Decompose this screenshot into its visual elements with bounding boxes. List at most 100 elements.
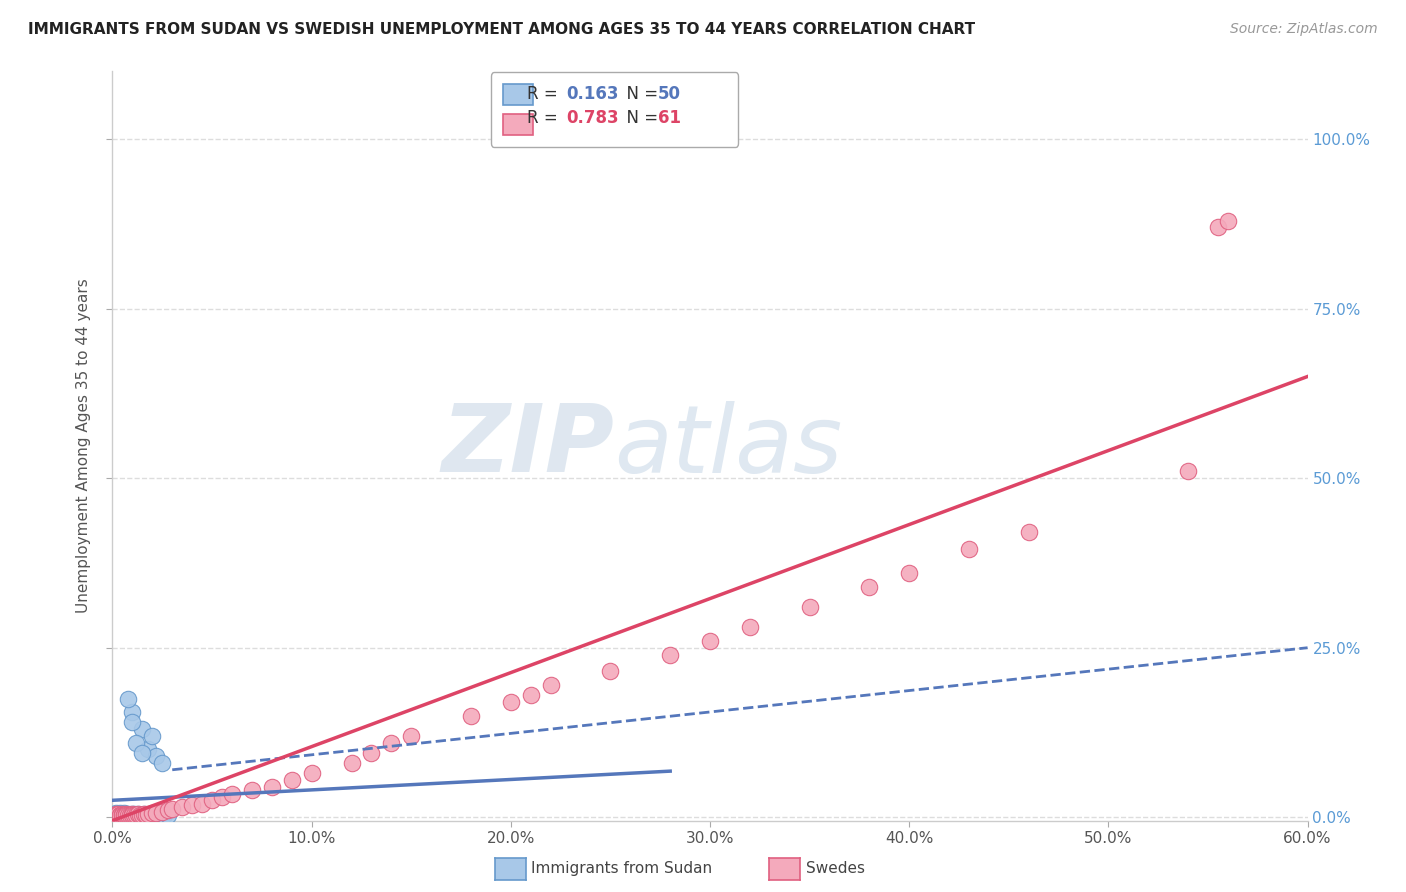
Point [124,806,146,821]
Text: N =: N = [616,85,664,103]
Point [120,808,142,822]
Point [1216,213,1239,227]
Point [103,808,125,822]
Point [121,808,143,822]
Point [105,807,128,822]
Point [105,807,128,822]
Text: atlas: atlas [614,401,842,491]
Point [499,695,522,709]
Point [1018,525,1040,540]
Point [141,729,163,743]
Point [114,806,135,821]
Point [799,600,821,615]
Point [150,805,173,819]
Point [201,793,224,807]
Point [138,806,160,821]
Text: R =: R = [527,109,564,127]
Point [260,780,283,794]
Point [898,566,921,581]
Point [134,806,156,821]
Y-axis label: Unemployment Among Ages 35 to 44 years: Unemployment Among Ages 35 to 44 years [76,278,91,614]
Point [150,756,173,770]
Point [172,800,194,814]
Point [957,542,980,557]
Point [134,806,156,821]
Point [143,807,166,822]
Text: Swedes: Swedes [806,862,865,876]
Point [360,746,382,760]
Point [105,805,128,820]
Text: IMMIGRANTS FROM SUDAN VS SWEDISH UNEMPLOYMENT AMONG AGES 35 TO 44 YEARS CORRELAT: IMMIGRANTS FROM SUDAN VS SWEDISH UNEMPLO… [28,22,976,37]
Point [107,808,129,822]
Point [121,807,143,822]
Point [121,715,143,730]
Point [107,806,129,821]
Point [117,807,139,822]
Point [221,787,243,801]
Text: Immigrants from Sudan: Immigrants from Sudan [531,862,713,876]
Point [125,736,148,750]
Point [211,789,233,804]
Text: 0.783: 0.783 [567,109,619,127]
Point [135,807,157,822]
Point [110,807,132,822]
Point [111,807,134,822]
Point [520,688,543,702]
Point [129,807,152,822]
Point [117,691,139,706]
Point [301,766,323,780]
Point [129,807,152,822]
Point [401,729,423,743]
Point [131,808,153,822]
Point [103,806,125,821]
Point [738,620,761,634]
Text: Source: ZipAtlas.com: Source: ZipAtlas.com [1230,22,1378,37]
Point [131,722,153,736]
Point [124,807,146,822]
Point [117,808,139,822]
Point [141,808,163,822]
Text: ZIP: ZIP [441,400,614,492]
Point [114,807,135,822]
Point [115,807,138,822]
Point [120,807,142,822]
Point [153,807,176,822]
Point [115,806,138,821]
Point [162,802,183,816]
Point [127,806,149,821]
Text: 0.163: 0.163 [567,85,619,103]
Point [340,756,363,770]
Point [110,808,132,822]
Point [1206,220,1229,235]
Point [599,665,621,679]
Point [138,742,160,756]
Point [540,678,562,692]
Point [103,807,125,822]
Point [111,808,134,822]
Point [125,808,148,822]
Text: R =: R = [527,85,564,103]
Point [121,806,143,821]
Point [117,806,139,821]
Point [121,705,143,719]
Point [157,804,180,818]
Point [121,807,143,822]
Point [115,806,138,821]
Point [145,749,167,764]
Point [1177,465,1199,479]
Point [107,806,129,821]
Point [145,808,167,822]
Point [858,580,880,594]
Point [240,783,263,797]
Point [103,808,125,822]
Text: 50: 50 [658,85,681,103]
Text: 61: 61 [658,109,681,127]
Legend:                                    ,                                    : , [491,72,738,146]
Point [120,808,142,822]
Point [181,798,204,813]
Point [125,807,148,822]
Point [135,807,157,822]
Point [145,805,167,820]
Point [191,797,214,811]
Point [150,808,173,822]
